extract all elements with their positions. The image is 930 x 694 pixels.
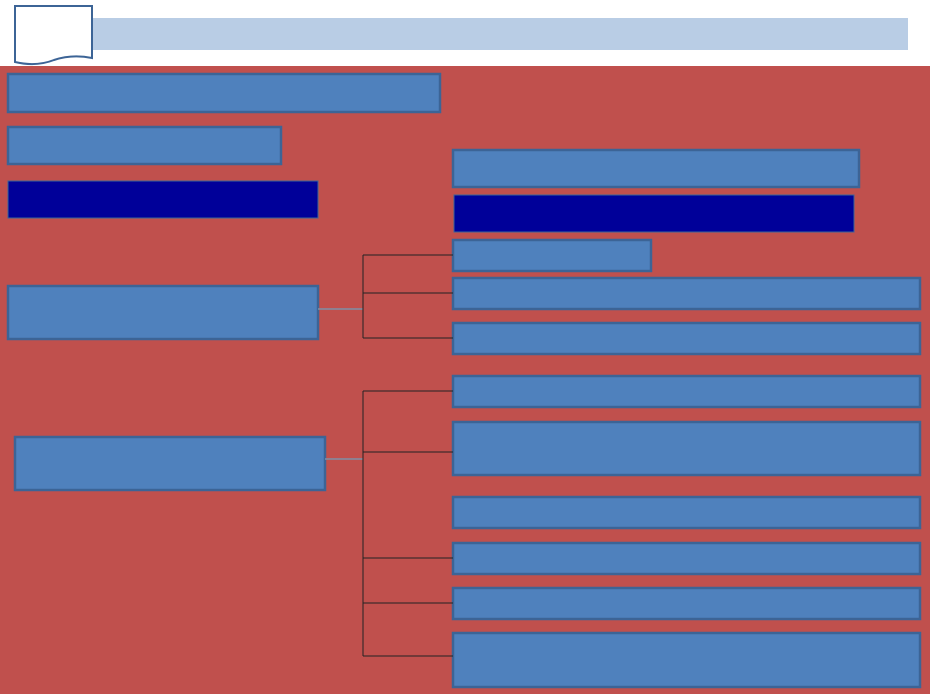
box xyxy=(451,586,922,621)
box xyxy=(451,420,922,477)
box xyxy=(6,284,320,341)
document-icon xyxy=(14,5,93,66)
box xyxy=(451,631,922,689)
box xyxy=(451,238,653,273)
connector xyxy=(362,390,453,657)
box xyxy=(6,72,442,114)
box xyxy=(451,374,922,409)
box xyxy=(451,276,922,311)
box xyxy=(13,435,327,492)
box xyxy=(451,541,922,576)
box xyxy=(451,495,922,530)
connector xyxy=(362,254,453,339)
box xyxy=(451,321,922,356)
header-bar xyxy=(93,18,908,50)
highlight-box xyxy=(453,194,855,233)
box xyxy=(6,125,283,166)
box xyxy=(451,148,861,189)
highlight-box xyxy=(7,180,319,219)
